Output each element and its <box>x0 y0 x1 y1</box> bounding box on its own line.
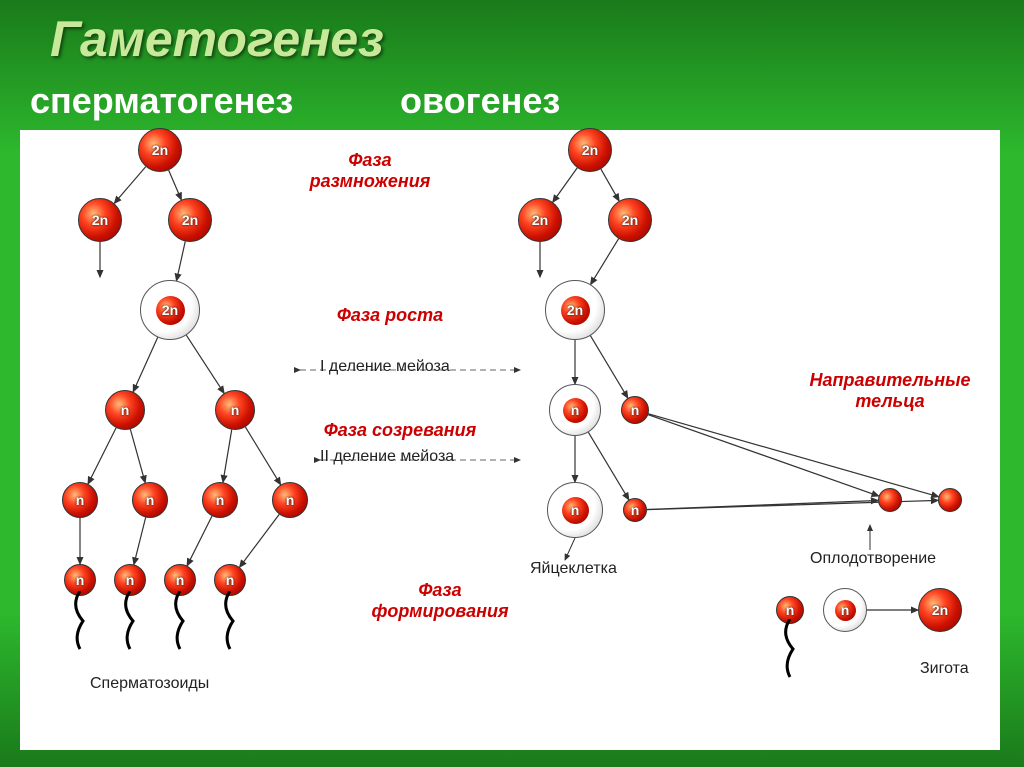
diagram-area: 2n2n2n2nnnnnnnnnnn2n2n2n2nnnnnnn2n Фазар… <box>20 130 1000 750</box>
phase-growth: Фаза роста <box>310 305 470 326</box>
zygote-label: Зигота <box>920 660 969 678</box>
subtitle-oogenesis: овогенез <box>400 80 560 122</box>
arrow-layer <box>20 130 1000 750</box>
sperm-tail-s11 <box>65 591 95 651</box>
sperm-label: Сперматозоиды <box>90 675 209 693</box>
phase-maturation: Фаза созревания <box>310 420 490 441</box>
cell-s3: 2n <box>168 198 212 242</box>
cell-s7: n <box>62 482 98 518</box>
cell-p1 <box>878 488 902 512</box>
cell-o2: 2n <box>518 198 562 242</box>
sperm-tail-s14 <box>215 591 245 651</box>
cell-s4: 2n <box>140 280 200 340</box>
cell-o7: n <box>547 482 603 538</box>
cell-s2: 2n <box>78 198 122 242</box>
sperm-tail-s13 <box>165 591 195 651</box>
cell-o6: n <box>621 396 649 424</box>
polar-bodies-label: Направительныетельца <box>790 370 990 412</box>
cell-o4: 2n <box>545 280 605 340</box>
cell-s6: n <box>215 390 255 430</box>
page-title: Гаметогенез <box>50 10 384 68</box>
cell-s8: n <box>132 482 168 518</box>
cell-s9: n <box>202 482 238 518</box>
sperm-tail-s12 <box>115 591 145 651</box>
cell-o3: 2n <box>608 198 652 242</box>
cell-o1: 2n <box>568 128 612 172</box>
egg-label: Яйцеклетка <box>530 560 617 578</box>
cell-s10: n <box>272 482 308 518</box>
background: Гаметогенез сперматогенез овогенез 2n2n2… <box>0 0 1024 767</box>
cell-p2 <box>938 488 962 512</box>
phase-reproduction: Фазаразмножения <box>290 150 450 192</box>
fertilization-label: Оплодотворение <box>810 550 936 568</box>
cell-s5: n <box>105 390 145 430</box>
phase-formation: Фазаформирования <box>350 580 530 622</box>
cell-zygote: 2n <box>918 588 962 632</box>
subtitle-spermatogenesis: сперматогенез <box>30 80 293 122</box>
sperm-tail-z_sperm <box>775 619 805 679</box>
cell-o8: n <box>623 498 647 522</box>
meiosis-1-label: I деление мейоза <box>320 358 450 376</box>
cell-o5: n <box>549 384 601 436</box>
meiosis-2-label: II деление мейоза <box>320 448 454 466</box>
cell-z_egg: n <box>823 588 867 632</box>
cell-s1: 2n <box>138 128 182 172</box>
